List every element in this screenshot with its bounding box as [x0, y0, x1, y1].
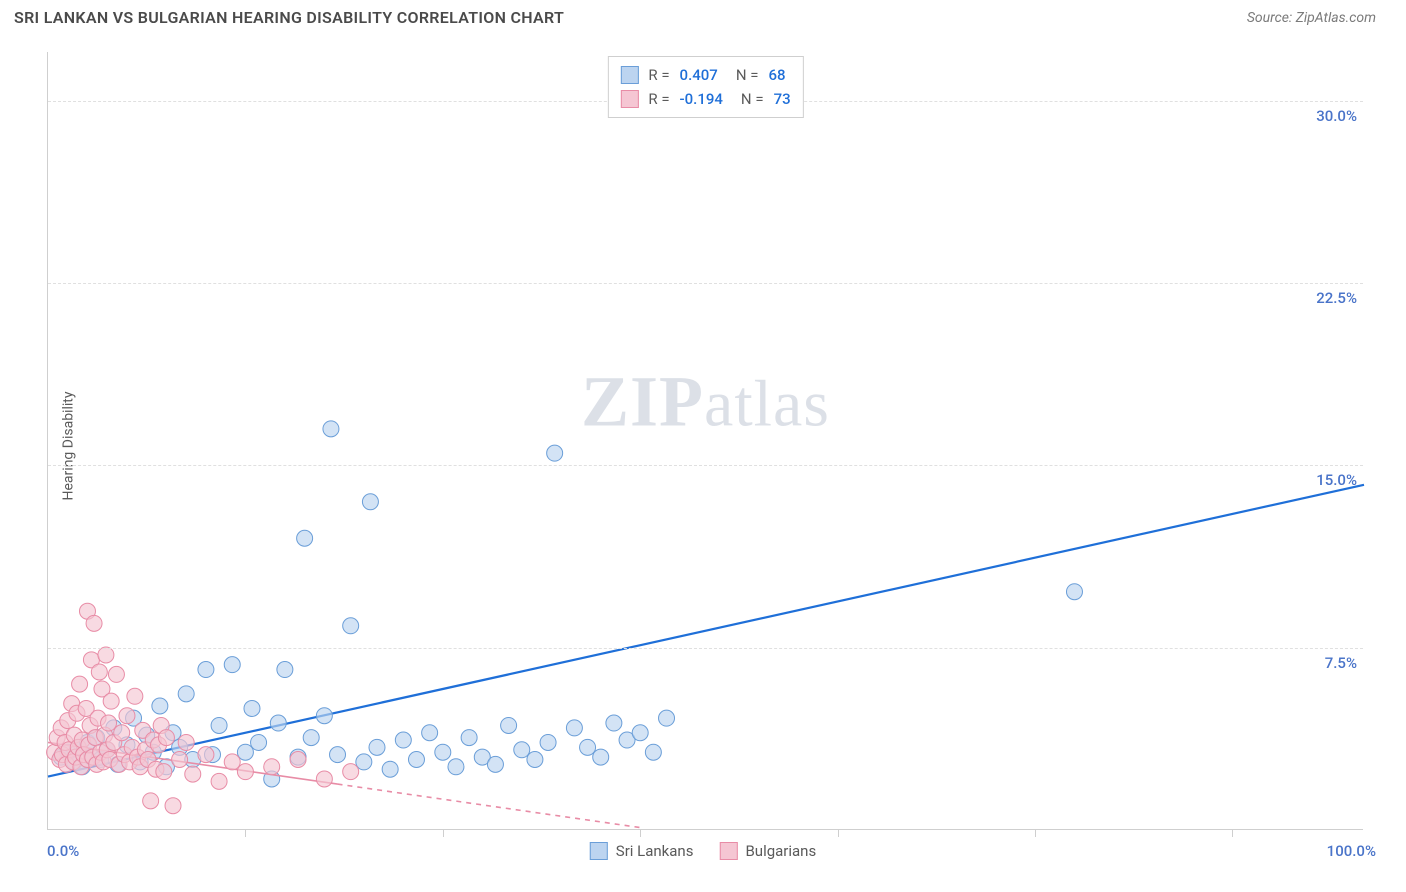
y-tick-label: 30.0%: [1316, 107, 1357, 125]
legend-row-0: R = 0.407 N = 68: [620, 63, 790, 87]
data-point: [86, 615, 102, 631]
data-point: [514, 742, 530, 758]
data-point: [211, 773, 227, 789]
data-point: [251, 734, 267, 750]
data-point: [303, 730, 319, 746]
data-point: [1066, 584, 1082, 600]
x-tick: [1232, 829, 1233, 837]
data-point: [165, 798, 181, 814]
data-point: [395, 732, 411, 748]
data-point: [103, 693, 119, 709]
chart-title: SRI LANKAN VS BULGARIAN HEARING DISABILI…: [14, 8, 564, 27]
data-point: [487, 756, 503, 772]
data-point: [172, 751, 188, 767]
data-point: [224, 657, 240, 673]
grid-line: [48, 648, 1363, 649]
x-tick: [1035, 829, 1036, 837]
data-point: [119, 708, 135, 724]
data-point: [422, 725, 438, 741]
grid-line: [48, 465, 1363, 466]
data-point: [356, 754, 372, 770]
y-tick-label: 7.5%: [1325, 654, 1357, 672]
data-point: [435, 744, 451, 760]
scatter-svg: [48, 52, 1363, 829]
legend-series: Sri Lankans Bulgarians: [590, 842, 816, 860]
data-point: [158, 730, 174, 746]
data-point: [244, 700, 260, 716]
x-tick: [443, 829, 444, 837]
data-point: [566, 720, 582, 736]
chart-header: SRI LANKAN VS BULGARIAN HEARING DISABILI…: [0, 0, 1406, 35]
data-point: [290, 751, 306, 767]
data-point: [178, 734, 194, 750]
data-point: [316, 771, 332, 787]
grid-line: [48, 283, 1363, 284]
data-point: [659, 710, 675, 726]
data-point: [143, 793, 159, 809]
y-tick-label: 22.5%: [1316, 289, 1357, 307]
legend-swatch-1: [620, 90, 638, 108]
chart-source: Source: ZipAtlas.com: [1247, 10, 1376, 26]
x-tick: [838, 829, 839, 837]
data-point: [343, 618, 359, 634]
data-point: [362, 494, 378, 510]
data-point: [501, 717, 517, 733]
data-point: [330, 747, 346, 763]
x-tick: [245, 829, 246, 837]
data-point: [270, 715, 286, 731]
data-point: [264, 759, 280, 775]
data-point: [91, 664, 107, 680]
legend-row-1: R = -0.194 N = 73: [620, 87, 790, 111]
legend-swatch-sri-lankans: [590, 842, 608, 860]
data-point: [127, 688, 143, 704]
legend-label-bulgarians: Bulgarians: [745, 842, 816, 860]
data-point: [108, 666, 124, 682]
legend-correlation: R = 0.407 N = 68 R = -0.194 N = 73: [607, 56, 803, 118]
data-point: [198, 747, 214, 763]
legend-label-sri-lankans: Sri Lankans: [616, 842, 694, 860]
legend-swatch-bulgarians: [719, 842, 737, 860]
data-point: [645, 744, 661, 760]
data-point: [606, 715, 622, 731]
data-point: [152, 698, 168, 714]
data-point: [101, 715, 117, 731]
x-min-label: 0.0%: [47, 842, 79, 860]
data-point: [178, 686, 194, 702]
legend-swatch-0: [620, 66, 638, 84]
plot-area: ZIPatlas R = 0.407 N = 68 R = -0.194 N =…: [47, 52, 1363, 830]
data-point: [461, 730, 477, 746]
data-point: [593, 749, 609, 765]
data-point: [527, 751, 543, 767]
data-point: [237, 764, 253, 780]
data-point: [185, 766, 201, 782]
data-point: [72, 676, 88, 692]
data-point: [211, 717, 227, 733]
data-point: [632, 725, 648, 741]
x-tick: [640, 829, 641, 837]
data-point: [580, 739, 596, 755]
data-point: [408, 751, 424, 767]
data-point: [540, 734, 556, 750]
legend-item-sri-lankans: Sri Lankans: [590, 842, 694, 860]
data-point: [114, 725, 130, 741]
x-max-label: 100.0%: [1327, 842, 1376, 860]
data-point: [369, 739, 385, 755]
data-point: [297, 530, 313, 546]
data-point: [237, 744, 253, 760]
data-point: [156, 764, 172, 780]
data-point: [198, 662, 214, 678]
data-point: [448, 759, 464, 775]
data-point: [547, 445, 563, 461]
data-point: [382, 761, 398, 777]
data-point: [343, 764, 359, 780]
data-point: [98, 647, 114, 663]
data-point: [316, 708, 332, 724]
y-tick-label: 15.0%: [1316, 471, 1357, 489]
data-point: [224, 754, 240, 770]
legend-item-bulgarians: Bulgarians: [719, 842, 816, 860]
data-point: [323, 421, 339, 437]
data-point: [277, 662, 293, 678]
